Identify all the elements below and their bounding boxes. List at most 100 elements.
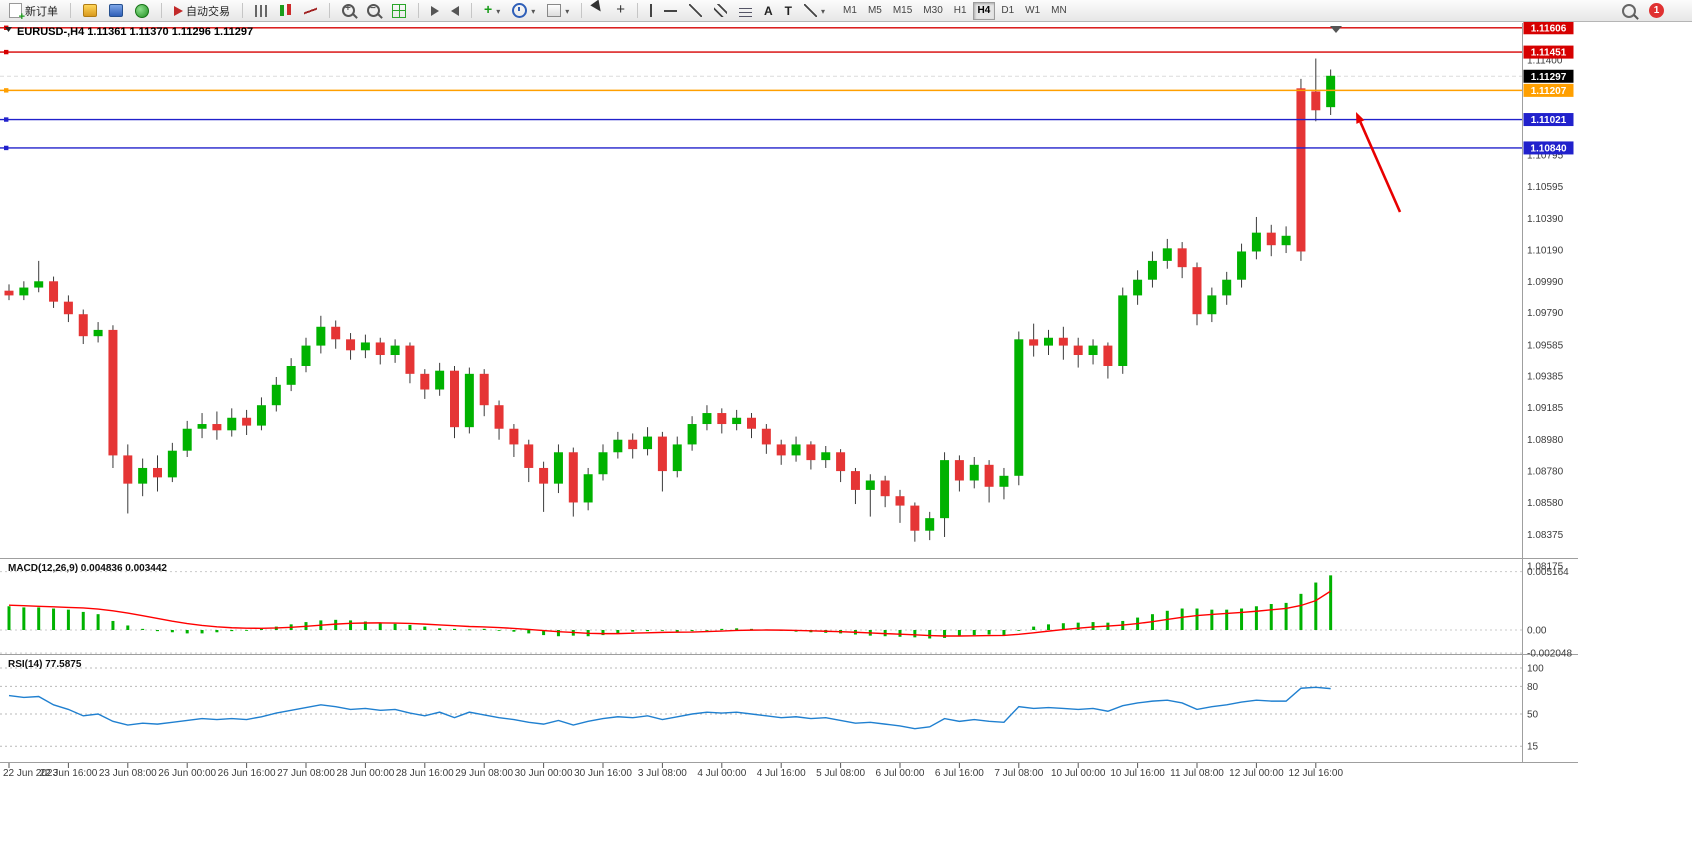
zoom-in-button[interactable] — [337, 1, 360, 21]
price-axis-label: 1.10190 — [1527, 245, 1564, 256]
line-handle[interactable] — [4, 117, 9, 122]
fibonacci-icon — [739, 4, 752, 17]
macd-histogram-bar — [126, 625, 130, 630]
candle-body — [1118, 295, 1128, 366]
candle-body — [1207, 295, 1217, 315]
zoom-out-button[interactable] — [362, 1, 385, 21]
candle-body — [301, 345, 311, 366]
time-axis-label: 4 Jul 00:00 — [697, 768, 746, 779]
timeframe-button-h1[interactable]: H1 — [949, 2, 972, 20]
chart-line-button[interactable] — [299, 1, 322, 21]
macd-histogram-bar — [245, 630, 249, 631]
candle-body — [390, 345, 400, 356]
macd-histogram-bar — [408, 624, 412, 630]
navigator-icon — [135, 3, 149, 18]
time-axis-label: 11 Jul 08:00 — [1170, 768, 1224, 779]
cursor-icon — [590, 0, 608, 18]
toolbar-separator — [161, 3, 162, 18]
macd-histogram-bar — [37, 607, 41, 630]
data-window-button[interactable] — [104, 1, 128, 21]
text-tool-button[interactable]: A — [759, 1, 778, 21]
crosshair-button[interactable] — [611, 1, 630, 21]
candle-body — [999, 475, 1009, 487]
candle-body — [167, 450, 177, 478]
candle-body — [687, 424, 697, 445]
candle-body — [509, 428, 519, 445]
macd-histogram-bar — [1032, 626, 1036, 630]
time-axis-label: 12 Jul 16:00 — [1289, 768, 1344, 779]
label-tool-button[interactable]: T — [780, 1, 797, 21]
market-watch-button[interactable] — [78, 1, 102, 21]
macd-histogram-bar — [928, 630, 932, 639]
annotation-arrow-head[interactable] — [1356, 112, 1365, 124]
line-handle[interactable] — [4, 145, 9, 151]
search-button[interactable] — [1617, 1, 1641, 21]
candle-body — [1251, 232, 1261, 252]
fibonacci-button[interactable] — [734, 1, 757, 21]
timeframe-button-h4[interactable]: H4 — [972, 1, 996, 20]
chart-shift-marker[interactable] — [1330, 26, 1342, 33]
trendline-button[interactable] — [684, 1, 707, 21]
macd-histogram-bar — [675, 630, 679, 632]
periods-button[interactable] — [507, 1, 540, 21]
line-handle[interactable] — [4, 49, 9, 55]
title-collapse-marker[interactable] — [5, 27, 12, 32]
price-tag-1.11451-text: 1.11451 — [1531, 48, 1567, 59]
candle-body — [331, 326, 341, 340]
macd-histogram-bar — [438, 628, 442, 630]
chart-candles-button[interactable] — [275, 1, 297, 21]
timeframe-button-m1[interactable]: M1 — [838, 2, 862, 20]
price-axis-label: 1.10795 — [1527, 151, 1564, 162]
indicators-button[interactable] — [479, 1, 505, 21]
macd-histogram-bar — [1225, 609, 1229, 630]
timeframe-button-m30[interactable]: M30 — [918, 2, 947, 20]
annotation-arrow[interactable] — [1359, 121, 1402, 213]
cursor-button[interactable] — [589, 0, 609, 21]
candle-body — [19, 287, 29, 296]
crosshair-icon — [616, 4, 625, 17]
candle-body — [761, 428, 771, 445]
auto-trading-button[interactable]: 自动交易 — [169, 1, 235, 21]
horizontal-line-button[interactable] — [659, 1, 682, 21]
chart-bars-button[interactable] — [250, 1, 273, 21]
navigator-button[interactable] — [130, 1, 154, 21]
time-axis-label: 23 Jun 08:00 — [99, 768, 157, 779]
timeframe-button-w1[interactable]: W1 — [1020, 2, 1045, 20]
candle-body — [420, 373, 430, 390]
candle-body — [479, 373, 489, 406]
time-axis-label: 6 Jul 16:00 — [935, 768, 984, 779]
candle-body — [360, 342, 370, 351]
timeframe-button-m15[interactable]: M15 — [888, 2, 917, 20]
candle-body — [1281, 235, 1291, 246]
macd-histogram-bar — [646, 630, 650, 632]
macd-label: MACD(12,26,9) 0.004836 0.003442 — [8, 563, 167, 574]
candle-body — [657, 436, 667, 472]
notification-badge[interactable]: 1 — [1649, 3, 1664, 18]
timeframe-button-mn[interactable]: MN — [1046, 2, 1072, 20]
toolbar-separator — [418, 3, 419, 18]
timeframe-button-m5[interactable]: M5 — [863, 2, 887, 20]
macd-histogram-bar — [467, 629, 471, 631]
auto-scroll-icon — [431, 5, 439, 16]
line-handle[interactable] — [4, 88, 9, 93]
new-order-label: 新订单 — [25, 5, 58, 18]
tile-windows-button[interactable] — [387, 1, 411, 21]
templates-button[interactable] — [542, 1, 574, 21]
auto-scroll-button[interactable] — [426, 1, 444, 21]
new-order-button[interactable]: 新订单 — [4, 1, 63, 23]
candle-body — [1296, 88, 1306, 252]
macd-histogram-bar — [1254, 606, 1258, 630]
channel-button[interactable] — [709, 1, 732, 21]
timeframe-button-d1[interactable]: D1 — [996, 2, 1019, 20]
macd-histogram-bar — [1269, 604, 1273, 630]
price-axis-label: 1.08375 — [1527, 530, 1564, 541]
macd-histogram-bar — [987, 630, 991, 635]
shapes-button[interactable] — [799, 1, 830, 21]
vertical-line-button[interactable] — [645, 1, 657, 21]
price-tag-1.11451 — [1523, 45, 1574, 59]
macd-histogram-bar — [1314, 582, 1318, 630]
line-chart-icon — [304, 4, 317, 17]
chart-shift-button[interactable] — [446, 1, 464, 21]
